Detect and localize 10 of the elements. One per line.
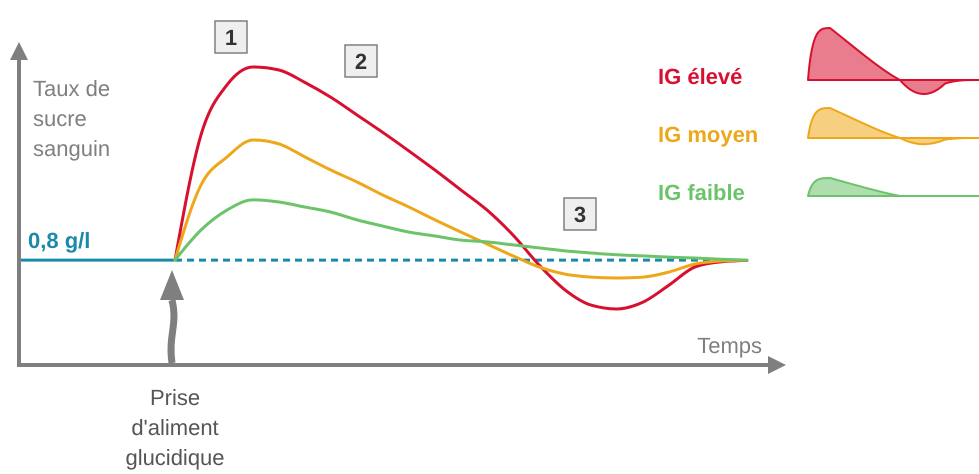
ref-line-label: 0,8 g/l: [28, 228, 90, 254]
text: IG élevé: [658, 64, 742, 89]
annotation: 3: [574, 202, 586, 227]
annotation: 2: [354, 49, 368, 74]
text: IG faible: [658, 180, 745, 205]
y-axis-title: Taux de sucre sanguin: [33, 76, 110, 161]
text: Prise d'aliment glucidique: [125, 385, 225, 470]
x-axis-title: Temps: [697, 333, 762, 358]
text: IG moyen: [658, 122, 758, 147]
text: 1: [224, 25, 238, 50]
